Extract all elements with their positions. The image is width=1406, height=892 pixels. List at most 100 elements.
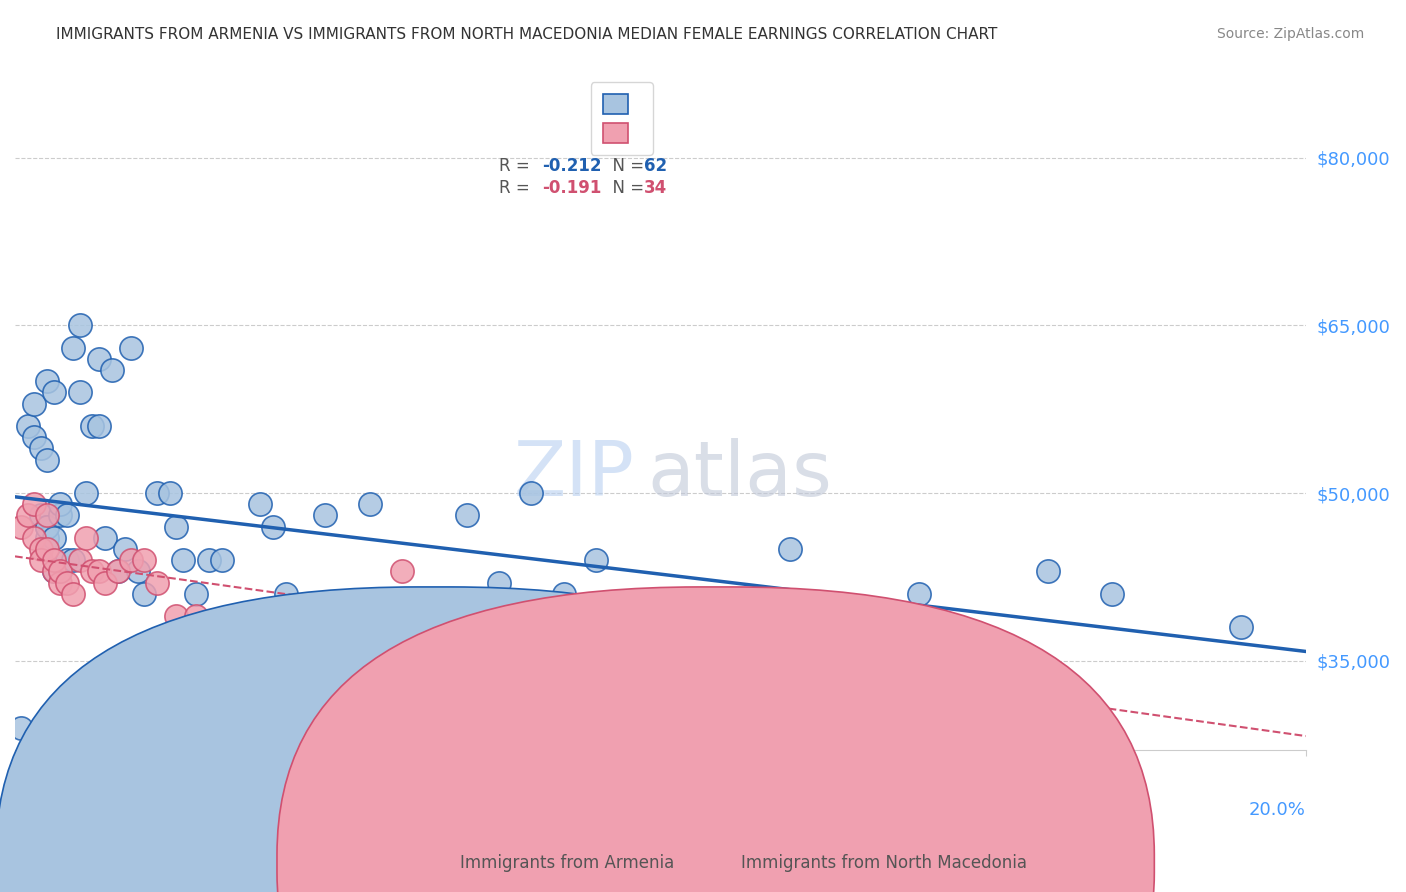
Point [22,396,45,410]
Text: N =: N = [602,179,650,197]
Point [82,565,104,579]
Point [62,341,84,355]
Point [37,374,59,388]
Point [107,565,129,579]
Text: N =: N = [602,157,650,175]
Point [49,565,72,579]
Point [49,497,72,511]
Point [42,385,65,400]
Text: -0.212: -0.212 [541,157,602,175]
Text: ZIP: ZIP [513,438,634,512]
Point [37,452,59,467]
Text: 0.0%: 0.0% [15,801,60,819]
Point [62,553,84,567]
Point [274,642,297,657]
Text: IMMIGRANTS FROM ARMENIA VS IMMIGRANTS FROM NORTH MACEDONIA MEDIAN FEMALE EARNING: IMMIGRANTS FROM ARMENIA VS IMMIGRANTS FR… [56,27,998,42]
Point [326,620,349,634]
Point [75,486,97,500]
Point [165,519,187,533]
Point [132,587,155,601]
Point [94,575,117,590]
Point [49,575,72,590]
Point [456,642,478,657]
Point [1036,565,1059,579]
Point [359,497,381,511]
Point [553,587,575,601]
Point [132,553,155,567]
Point [37,519,59,533]
Point [30,442,52,456]
Point [62,587,84,601]
Point [179,620,201,634]
Point [42,565,65,579]
Point [314,508,336,523]
Point [391,620,413,634]
Text: atlas: atlas [648,438,832,512]
Point [30,541,52,556]
Point [17,508,39,523]
Point [101,363,124,377]
Point [211,553,233,567]
Point [22,531,45,545]
Point [75,531,97,545]
Point [37,531,59,545]
Text: -0.191: -0.191 [541,179,600,197]
Legend: , : , [591,82,652,154]
Point [22,497,45,511]
Point [585,553,607,567]
Point [69,318,91,333]
Point [87,351,110,366]
Point [585,620,607,634]
Point [10,519,32,533]
Point [87,419,110,434]
Text: Source: ZipAtlas.com: Source: ZipAtlas.com [1216,27,1364,41]
Point [42,565,65,579]
Point [714,642,737,657]
Text: Immigrants from North Macedonia: Immigrants from North Macedonia [741,855,1026,872]
Point [159,486,181,500]
Point [224,632,246,646]
Point [10,721,32,735]
Text: 34: 34 [644,179,666,197]
Point [391,565,413,579]
Point [30,508,52,523]
Point [907,587,929,601]
Point [326,676,349,690]
Point [37,541,59,556]
Point [120,341,142,355]
Point [30,553,52,567]
Text: R =: R = [499,157,536,175]
Point [37,508,59,523]
Point [1230,620,1253,634]
Point [907,632,929,646]
Point [69,385,91,400]
Point [94,531,117,545]
Point [82,419,104,434]
Text: Immigrants from Armenia: Immigrants from Armenia [460,855,673,872]
Point [55,553,77,567]
Point [249,620,271,634]
Point [146,486,169,500]
Text: 20.0%: 20.0% [1249,801,1306,819]
Point [262,519,284,533]
Point [42,531,65,545]
Text: 62: 62 [644,157,666,175]
Point [49,565,72,579]
Point [1101,587,1123,601]
Point [456,508,478,523]
Point [146,575,169,590]
Point [107,565,129,579]
Point [274,587,297,601]
Point [184,587,207,601]
Point [120,553,142,567]
Point [236,687,259,701]
Point [197,553,219,567]
Point [49,508,72,523]
Point [294,642,316,657]
Point [69,553,91,567]
Point [172,553,194,567]
Text: R =: R = [499,179,536,197]
Point [42,553,65,567]
Point [114,541,136,556]
Point [17,419,39,434]
